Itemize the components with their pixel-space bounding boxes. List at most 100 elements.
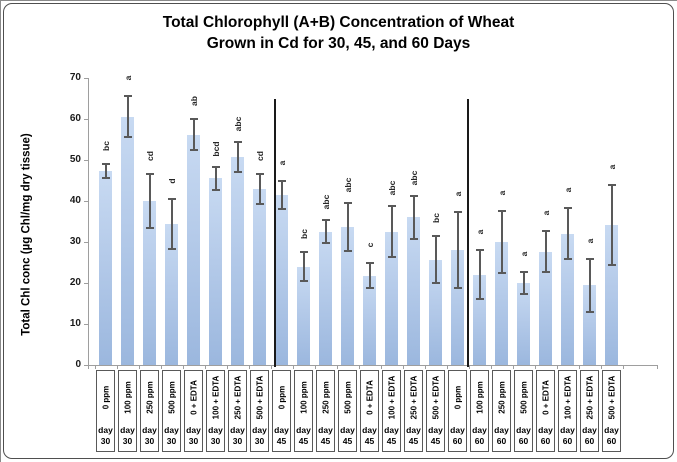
error-bar-cap-bottom bbox=[343, 249, 352, 252]
x-category-day-label: day 60 bbox=[494, 425, 509, 446]
x-tick-mark bbox=[380, 365, 382, 369]
error-bar bbox=[236, 141, 239, 172]
x-category-day-label: day 30 bbox=[98, 425, 113, 446]
chart-title-line1: Total Chlorophyll (A+B) Concentration of… bbox=[162, 14, 515, 31]
error-bar bbox=[126, 96, 129, 138]
error-bar bbox=[500, 211, 503, 273]
error-bar-cap-top bbox=[145, 173, 154, 176]
x-category-treatment-label: 0 + EDTA bbox=[541, 380, 550, 415]
error-bar-cap-top bbox=[167, 198, 176, 201]
x-axis-line bbox=[88, 365, 657, 366]
error-bar bbox=[566, 208, 569, 260]
y-tick-label: 30 bbox=[69, 236, 81, 247]
x-category-cell bbox=[448, 370, 467, 452]
y-tick-label: 20 bbox=[69, 277, 81, 288]
error-bar-cap-top bbox=[189, 118, 198, 120]
significance-letter: a bbox=[474, 229, 485, 235]
x-tick-mark bbox=[490, 365, 492, 369]
x-category-day-label: day 60 bbox=[560, 425, 575, 446]
error-bar bbox=[346, 203, 349, 251]
x-tick-mark bbox=[600, 365, 602, 369]
bar bbox=[473, 274, 486, 365]
bar bbox=[231, 156, 244, 365]
y-tick-mark bbox=[84, 159, 88, 161]
error-bar-cap-top bbox=[519, 270, 528, 273]
significance-letter: ab bbox=[188, 96, 199, 106]
error-bar-cap-bottom bbox=[475, 298, 484, 301]
y-tick-mark bbox=[84, 200, 88, 202]
x-tick-mark bbox=[657, 365, 658, 369]
bar bbox=[451, 250, 464, 365]
y-tick-label: 50 bbox=[69, 154, 81, 165]
x-category-day-label: day 60 bbox=[538, 425, 553, 446]
x-category-day-label: day 45 bbox=[296, 425, 311, 446]
y-tick-mark bbox=[84, 77, 88, 79]
significance-letter: abc bbox=[342, 177, 353, 193]
error-bar-cap-top bbox=[431, 235, 440, 238]
x-tick-mark bbox=[512, 365, 514, 369]
x-category-day-label: day 45 bbox=[428, 425, 443, 446]
y-tick-mark bbox=[84, 118, 88, 120]
x-category-treatment-label: 0 ppm bbox=[453, 385, 462, 410]
x-tick-mark bbox=[534, 365, 536, 369]
error-bar bbox=[170, 199, 173, 249]
x-category-day-label: day 45 bbox=[340, 425, 355, 446]
bar bbox=[539, 251, 552, 365]
x-category-cell bbox=[184, 370, 203, 452]
y-tick-label: 0 bbox=[75, 359, 81, 370]
x-category-treatment-label: 100 ppm bbox=[475, 381, 484, 414]
error-bar-cap-top bbox=[299, 251, 308, 254]
error-bar-cap-bottom bbox=[101, 177, 110, 180]
bar bbox=[297, 266, 310, 365]
error-bar-cap-top bbox=[585, 257, 594, 260]
x-category-treatment-label: 0 ppm bbox=[101, 385, 110, 410]
x-category-treatment-label: 250 + EDTA bbox=[233, 375, 242, 420]
error-bar-cap-bottom bbox=[497, 271, 506, 274]
x-category-cell bbox=[404, 370, 423, 452]
error-bar-cap-bottom bbox=[233, 170, 242, 173]
x-category-day-label: day 30 bbox=[208, 425, 223, 446]
error-bar bbox=[148, 174, 151, 228]
significance-letter: d bbox=[166, 178, 177, 184]
x-tick-mark bbox=[138, 365, 140, 369]
error-bar-cap-bottom bbox=[277, 208, 286, 211]
x-category-treatment-label: 250 ppm bbox=[497, 381, 506, 414]
x-category-cell bbox=[536, 370, 555, 452]
significance-letter: cd bbox=[144, 151, 155, 162]
y-tick-label: 10 bbox=[69, 318, 81, 329]
error-bar bbox=[456, 212, 459, 288]
bar bbox=[319, 231, 332, 365]
error-bar bbox=[544, 231, 547, 273]
error-bar-cap-top bbox=[409, 194, 418, 197]
bar bbox=[583, 285, 596, 365]
x-category-day-label: day 30 bbox=[120, 425, 135, 446]
x-category-treatment-label: 500 + EDTA bbox=[607, 375, 616, 420]
bar bbox=[363, 275, 376, 365]
error-bar-cap-top bbox=[563, 207, 572, 210]
chart-title-line2: Grown in Cd for 30, 45, and 60 Days bbox=[206, 35, 471, 52]
error-bar-cap-top bbox=[255, 172, 264, 175]
x-category-day-label: day 60 bbox=[472, 425, 487, 446]
chart-figure: Total Chlorophyll (A+B) Concentration of… bbox=[3, 3, 674, 459]
error-bar-cap-bottom bbox=[299, 279, 308, 282]
significance-letter: bc bbox=[100, 140, 111, 151]
x-category-day-label: day 30 bbox=[164, 425, 179, 446]
error-bar-cap-top bbox=[321, 219, 330, 222]
x-category-treatment-label: 250 + EDTA bbox=[585, 375, 594, 420]
error-bar bbox=[324, 220, 327, 244]
x-category-day-label: day 45 bbox=[318, 425, 333, 446]
x-category-cell bbox=[250, 370, 269, 452]
y-tick-mark bbox=[84, 241, 88, 243]
x-category-day-label: day 30 bbox=[252, 425, 267, 446]
x-tick-mark bbox=[358, 365, 360, 369]
x-category-cell bbox=[492, 370, 511, 452]
bar bbox=[341, 226, 354, 365]
significance-letter: bc bbox=[430, 213, 441, 224]
group-divider-line bbox=[467, 99, 469, 367]
y-tick-mark bbox=[84, 282, 88, 284]
x-tick-mark bbox=[94, 365, 96, 369]
significance-letter: bc bbox=[298, 229, 309, 240]
x-tick-mark bbox=[226, 365, 228, 369]
y-tick-mark bbox=[84, 323, 88, 325]
